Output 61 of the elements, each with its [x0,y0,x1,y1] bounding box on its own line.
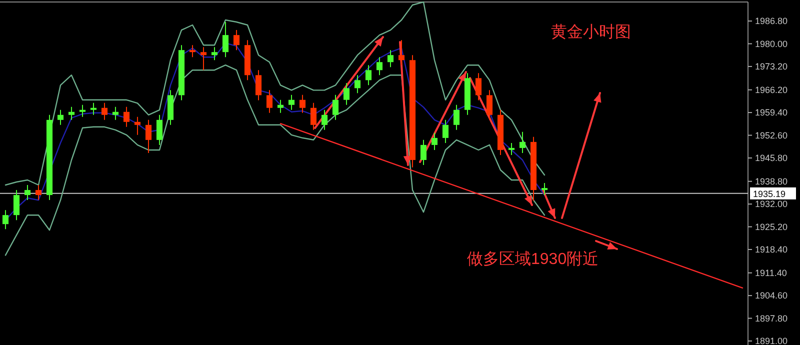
y-tick-label: 1973.20 [755,61,788,72]
candlestick [35,184,42,201]
candlestick [431,132,438,150]
y-tick-label: 1932.00 [755,199,788,210]
candlestick [156,114,163,146]
candlestick [321,109,328,130]
candlestick [68,106,75,120]
candlestick [255,70,262,101]
candlestick [519,131,526,154]
candlestick [112,106,119,120]
y-tick-label: 1959.40 [755,108,788,118]
candlestick [354,74,361,94]
candlestick [486,90,493,120]
candlestick [266,90,273,114]
y-tick-label: 1925.20 [755,222,788,232]
candlestick [134,116,141,136]
y-tick-label: 1945.80 [755,152,788,163]
annotation: 黄金小时图 [551,23,631,41]
candlestick [453,104,460,130]
candlestick [222,22,229,58]
candlestick [123,106,130,128]
candlestick [442,119,449,144]
candlestick [211,46,218,61]
ref-line-label: 1935.19 [753,188,786,199]
candlestick [101,102,108,120]
annotation: 做多区域1930附近 [467,250,599,268]
y-tick-label: 1986.80 [755,16,788,26]
candlestick [79,104,86,118]
y-tick-label: 1966.20 [755,84,788,95]
candlestick [2,210,9,230]
candlestick [200,46,207,71]
candlestick [541,182,548,196]
candlestick [387,50,394,68]
y-tick-label: 1918.40 [755,244,788,254]
y-tick-label: 1897.80 [755,313,788,324]
candlestick [398,40,405,66]
line-series [4,1,546,186]
candlestick [189,44,196,58]
candlestick [365,64,372,86]
candlestick [310,102,317,130]
candlestick [332,94,339,120]
candlestick [90,102,97,116]
candlestick [376,56,383,76]
candlestick [420,139,427,166]
candlestick [277,99,284,114]
candlestick [288,94,295,110]
candlestick [299,94,306,114]
y-tick-label: 1911.40 [755,268,787,278]
y-tick-label: 1980.00 [755,38,788,49]
candlestick [475,72,482,101]
y-tick-label: 1891.00 [755,336,788,345]
candlestick [57,109,64,126]
y-tick-label: 1938.80 [755,176,788,186]
candlestick [233,30,240,51]
y-tick-label: 1904.60 [755,290,788,301]
candlestick [24,184,31,201]
candlestick [13,190,20,221]
candlestick [145,119,152,154]
candlestick [343,82,350,106]
candlestick [508,142,515,156]
y-tick-label: 1952.60 [755,130,788,140]
